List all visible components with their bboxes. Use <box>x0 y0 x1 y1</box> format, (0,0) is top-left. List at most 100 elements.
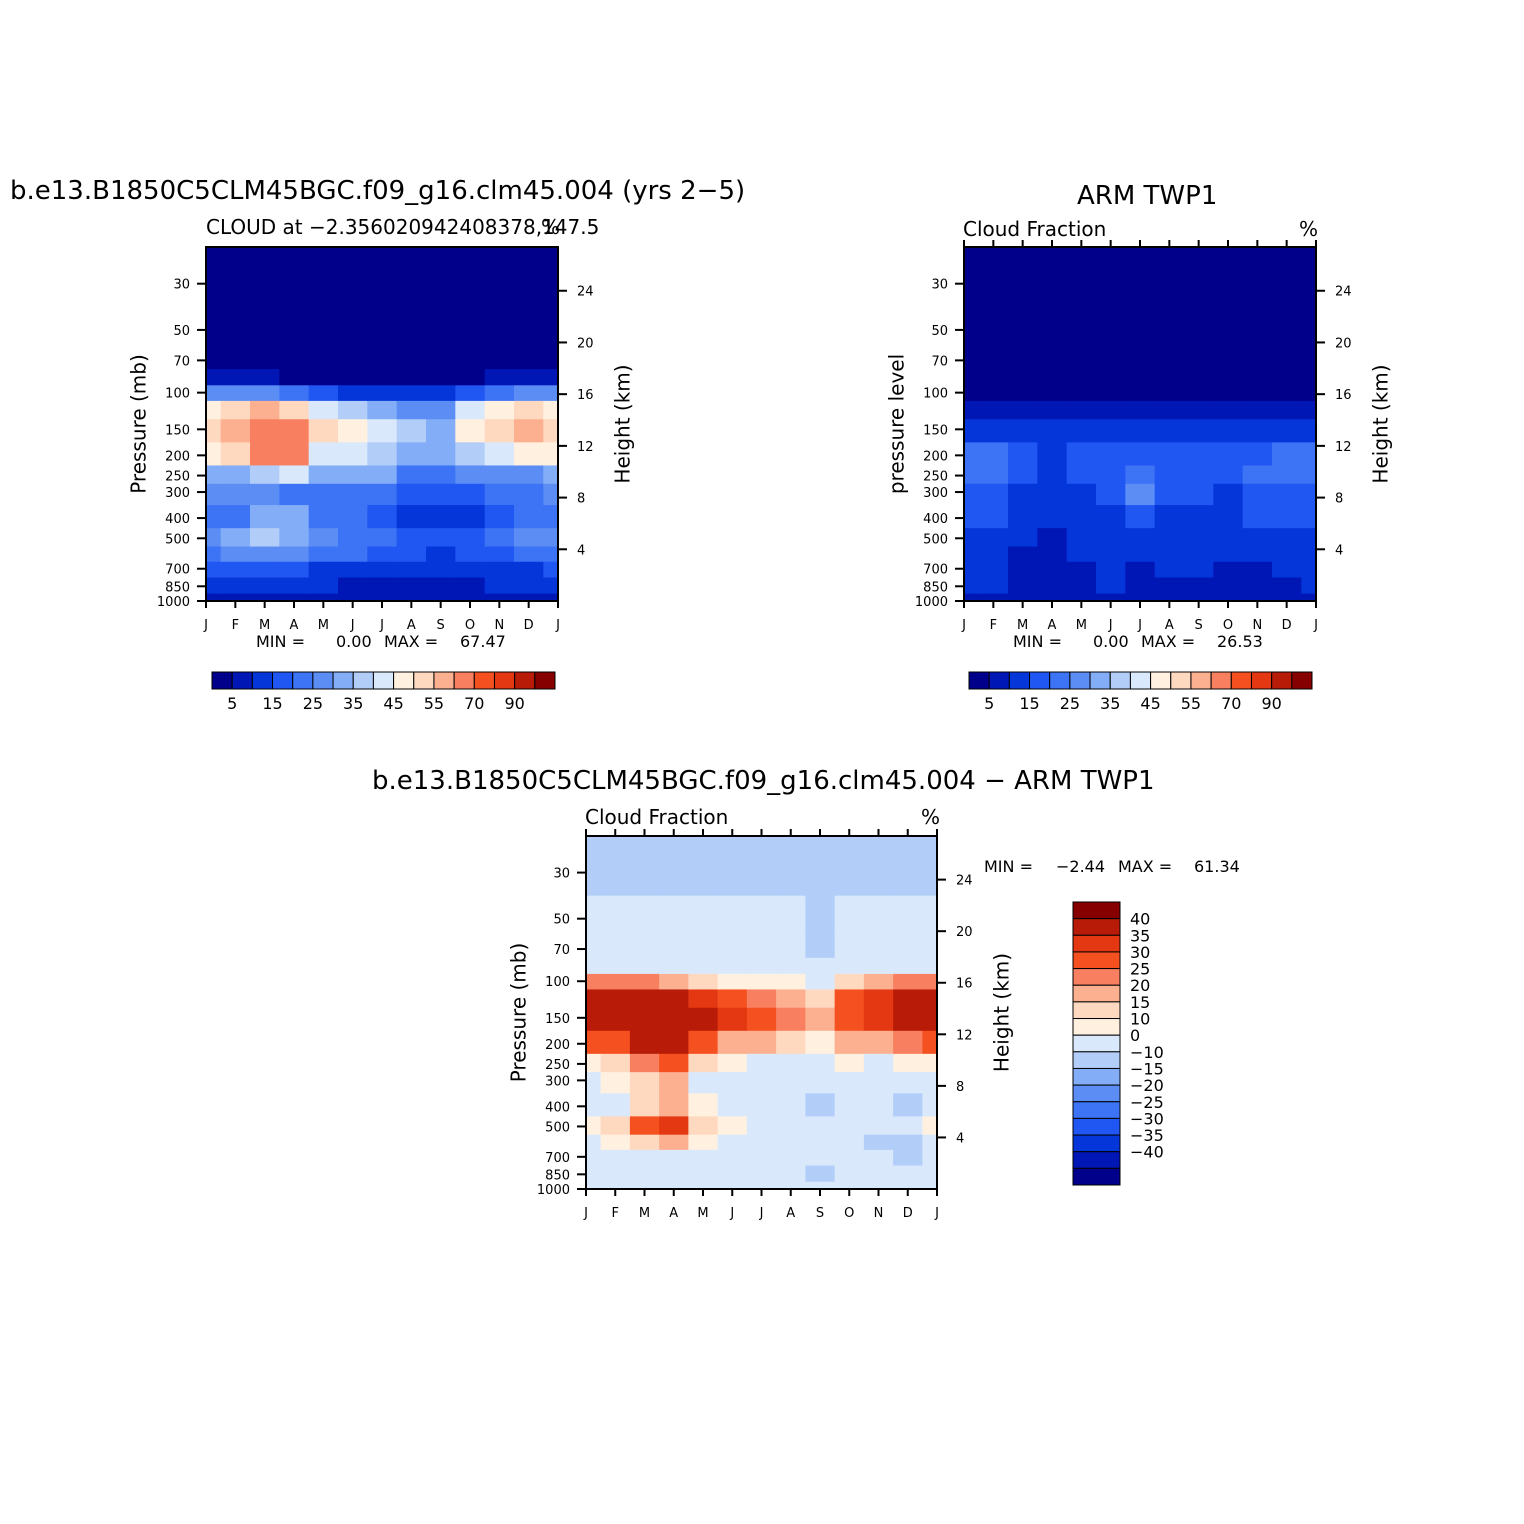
heat-cell <box>893 989 923 1009</box>
heat-cell <box>455 561 486 579</box>
heat-cell <box>746 836 777 855</box>
colorbar-box <box>393 671 415 690</box>
y-tick-label: 30 <box>553 867 570 882</box>
colorbar-box <box>988 671 1010 690</box>
heat-cell <box>279 442 310 467</box>
heat-cell <box>805 1134 836 1151</box>
heat-cell <box>834 1149 865 1167</box>
heat-cell <box>1301 306 1316 346</box>
heat-cell <box>338 465 368 485</box>
heat-cell <box>1213 561 1244 579</box>
heat-cell <box>206 265 222 308</box>
y-tick-label: 250 <box>165 470 190 485</box>
heat-cell <box>1008 369 1038 386</box>
heat-cell <box>543 369 558 386</box>
heat-cell <box>1272 528 1302 548</box>
heat-cell <box>834 1053 865 1073</box>
heat-cell <box>1066 345 1097 370</box>
heat-cell <box>250 247 280 266</box>
heat-cell <box>659 895 689 935</box>
heat-cell <box>484 419 515 443</box>
heat-cell <box>586 957 602 975</box>
heat-cell <box>863 1134 894 1151</box>
heat-cell <box>746 933 777 959</box>
heat-cell <box>514 345 544 370</box>
colorbar-box <box>1072 984 1121 1003</box>
heat-cell <box>1154 593 1185 601</box>
heat-cell <box>1008 465 1038 485</box>
heat-cell <box>1066 465 1097 485</box>
colorbar-box <box>1072 951 1121 970</box>
heat-cell <box>834 836 865 855</box>
heat-cell <box>308 483 339 506</box>
heat-cell <box>978 483 1009 506</box>
heat-cell <box>279 561 310 579</box>
heat-cell <box>426 265 456 308</box>
x-tick-label: A <box>669 1206 678 1221</box>
heat-cell <box>1154 483 1185 506</box>
colorbar-label: 15 <box>1019 694 1039 713</box>
heat-cell <box>1184 593 1214 601</box>
heat-cell <box>688 895 719 935</box>
heat-cell <box>1213 306 1244 346</box>
heat-cell <box>543 419 558 443</box>
heat-cell <box>1037 442 1068 467</box>
heat-cell <box>1096 546 1126 563</box>
colorbar-box <box>1210 671 1232 690</box>
heat-cell <box>220 369 251 386</box>
heat-cell <box>338 505 368 529</box>
heat-cell <box>367 247 398 266</box>
heat-cell <box>484 561 515 579</box>
heat-cell <box>279 528 310 548</box>
heat-cell <box>600 1149 631 1167</box>
heat-cell <box>659 854 689 897</box>
heat-cell <box>834 989 865 1009</box>
y-tick-label: 400 <box>545 1100 570 1115</box>
heat-cell <box>1125 345 1156 370</box>
heat-cell <box>629 957 660 975</box>
heat-cell <box>514 400 544 420</box>
heat-cell <box>586 933 602 959</box>
heat-cell <box>1154 546 1185 563</box>
colorbar-label: −10 <box>1130 1043 1164 1062</box>
y-tick-label: 50 <box>173 324 190 339</box>
heat-cell <box>250 483 280 506</box>
panel2-right-string: % <box>1299 217 1319 241</box>
heat-cell <box>206 385 222 402</box>
y-tick-label: 300 <box>545 1074 570 1089</box>
x-tick-label: S <box>1195 618 1203 633</box>
heat-cell <box>220 561 251 579</box>
heat-cell <box>543 345 558 370</box>
heat-cell <box>250 561 280 579</box>
heat-cell <box>1272 265 1302 308</box>
x-tick-label: N <box>494 618 504 633</box>
heat-cell <box>1242 385 1273 402</box>
heat-cell <box>1272 400 1302 420</box>
heat-cell <box>1125 546 1156 563</box>
heat-cell <box>279 465 310 485</box>
heat-cell <box>688 957 719 975</box>
heat-cell <box>1096 400 1126 420</box>
heat-cell <box>206 561 222 579</box>
heat-cell <box>367 265 398 308</box>
heat-cells <box>964 247 1316 601</box>
heat-cell <box>308 528 339 548</box>
colorbar-box <box>272 671 294 690</box>
heat-cell <box>1096 265 1126 308</box>
heat-cell <box>688 1116 719 1136</box>
heat-cell <box>279 483 310 506</box>
heat-cell <box>1301 400 1316 420</box>
heat-cell <box>776 1030 806 1055</box>
min-value: −2.44 <box>1056 857 1105 876</box>
heat-cell <box>1125 505 1156 529</box>
heat-cell <box>1008 442 1038 467</box>
colorbar-label: 45 <box>1140 694 1160 713</box>
heat-cell <box>206 442 222 467</box>
heat-cell <box>543 505 558 529</box>
heat-cell <box>250 306 280 346</box>
colorbar-label: 55 <box>1181 694 1201 713</box>
heat-cell <box>893 1030 923 1055</box>
heat-cell <box>863 1149 894 1167</box>
colorbar-box <box>1072 1167 1121 1186</box>
heat-cell <box>426 546 456 563</box>
